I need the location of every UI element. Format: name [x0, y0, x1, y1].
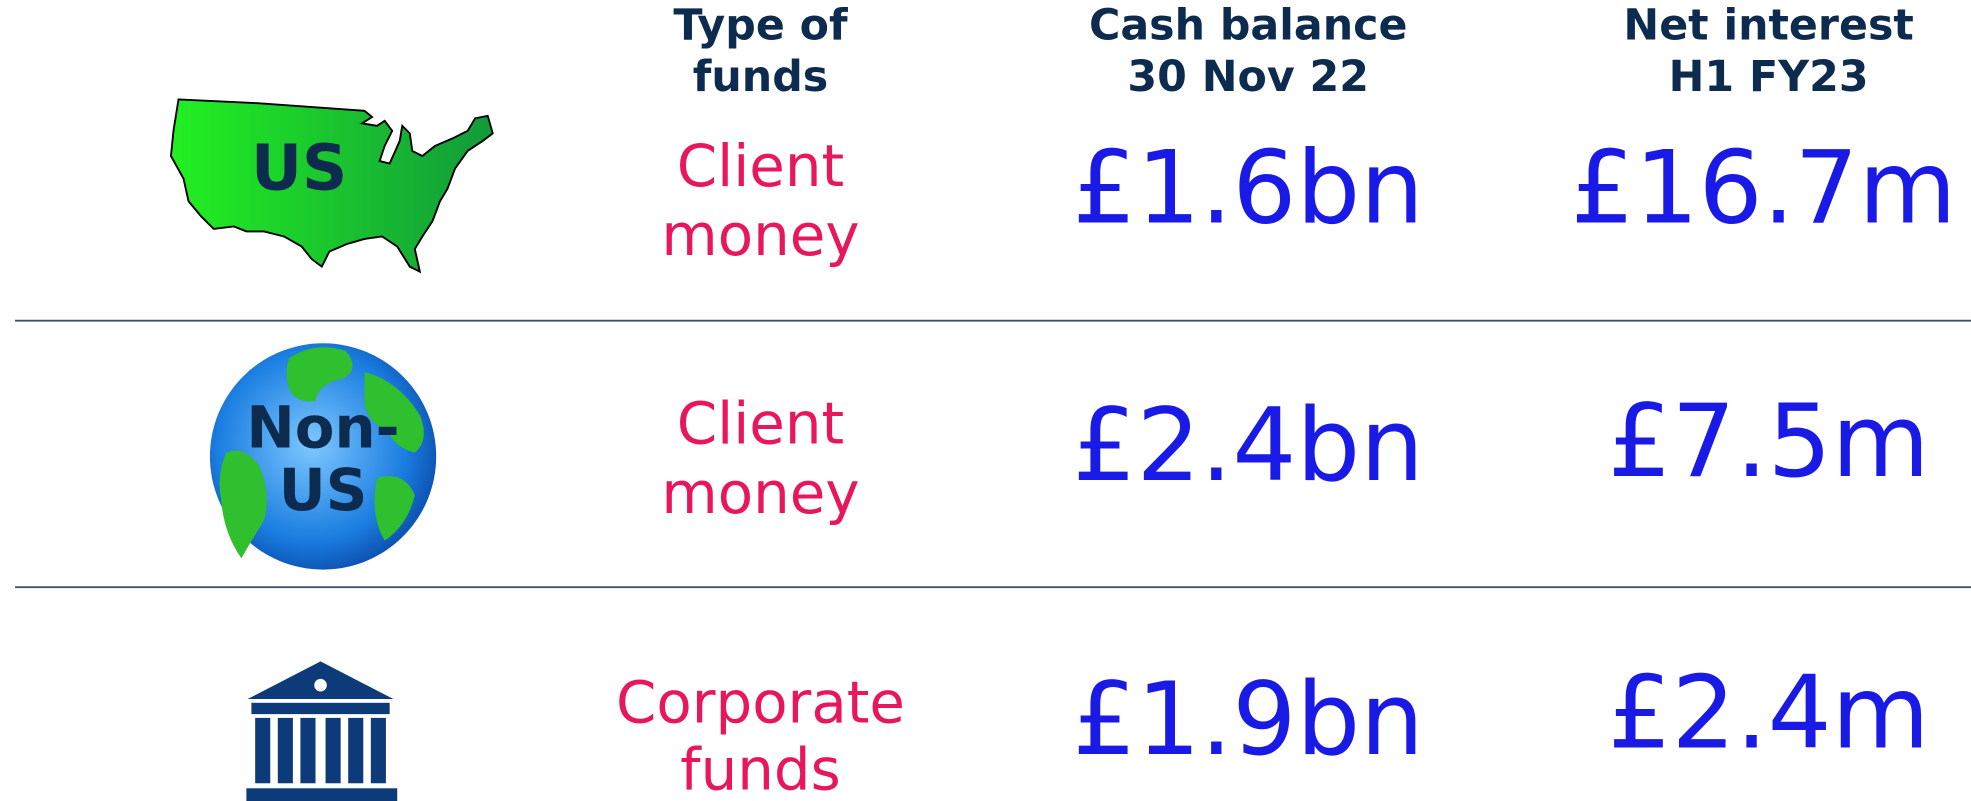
- cash-balance: £1.9bn: [1072, 661, 1423, 778]
- net-interest: £7.5m: [1608, 383, 1930, 500]
- header-interest: Net interest: [1623, 0, 1913, 50]
- header-type: funds: [693, 52, 828, 102]
- icon-label: US: [251, 131, 347, 204]
- header-cash: 30 Nov 22: [1127, 52, 1369, 102]
- net-interest: £16.7m: [1571, 129, 1957, 246]
- cash-balance: £1.6bn: [1072, 129, 1423, 246]
- fund-type: funds: [680, 735, 840, 801]
- us-map-icon: [169, 98, 494, 274]
- header-cash: Cash balance: [1089, 0, 1407, 50]
- fund-type: Corporate: [616, 669, 905, 737]
- header-type: Type of: [673, 0, 848, 50]
- fund-type: money: [661, 459, 859, 527]
- icon-label: US: [279, 456, 368, 524]
- globe-land: [219, 347, 424, 559]
- bank-icon: [246, 661, 398, 801]
- fund-type: Client: [677, 390, 844, 458]
- icon-label: Non-: [246, 393, 399, 461]
- net-interest: £2.4m: [1608, 655, 1930, 772]
- header-interest: H1 FY23: [1669, 52, 1869, 102]
- fund-type: Client: [677, 132, 844, 200]
- fund-type: money: [661, 201, 859, 269]
- cash-balance: £2.4bn: [1072, 387, 1423, 504]
